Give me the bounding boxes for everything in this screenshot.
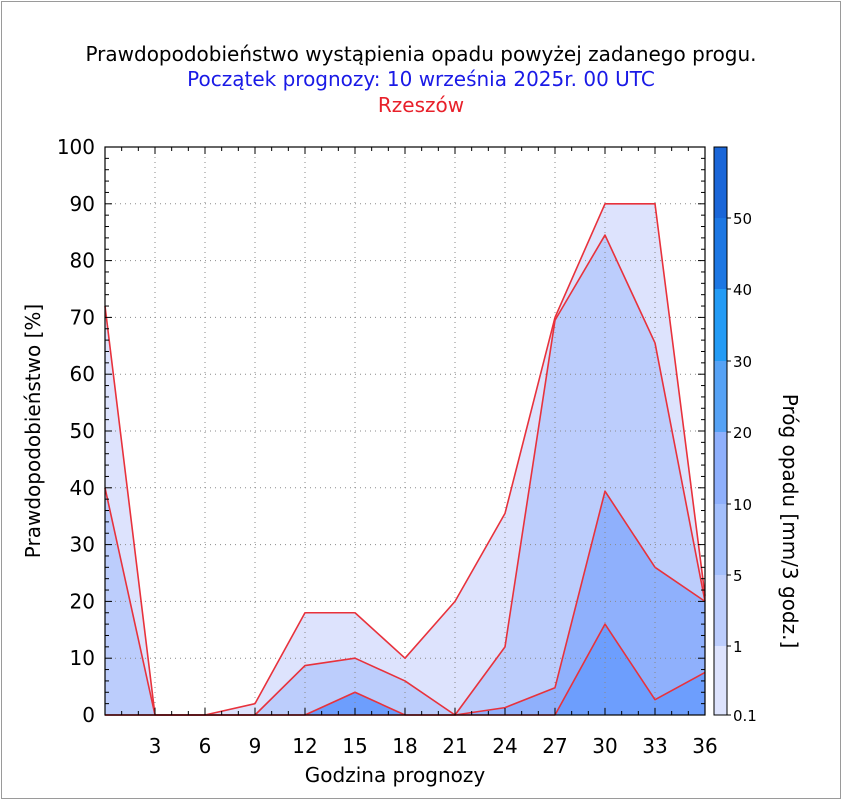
x-tick-label: 33: [642, 734, 667, 758]
y-tick-label: 20: [70, 589, 95, 613]
colorbar-border: [713, 146, 728, 716]
axis-ticks: [104, 146, 706, 716]
x-tick-label: 36: [692, 734, 717, 758]
y-tick-label: 100: [57, 135, 95, 159]
chart-location: Rzeszów: [377, 93, 465, 117]
y-tick-label: 50: [70, 419, 95, 443]
colorbar-band: [714, 361, 727, 432]
colorbar-band: [714, 646, 727, 715]
x-tick-label: 12: [292, 734, 317, 758]
y-tick-label: 0: [82, 703, 95, 727]
y-tick-label: 80: [70, 249, 95, 273]
colorbar-tick-label: 1: [733, 638, 743, 656]
x-tick-label: 30: [592, 734, 617, 758]
colorbar-tick-label: 5: [733, 567, 743, 585]
colorbar-band: [714, 575, 727, 646]
x-tick-label: 24: [492, 734, 517, 758]
colorbar-band: [714, 147, 727, 218]
chart-title: Prawdopodobieństwo wystąpienia opadu pow…: [85, 42, 757, 66]
colorbar-band: [714, 432, 727, 504]
y-tick-label: 10: [70, 646, 95, 670]
x-axis-label: Godzina prognozy: [305, 763, 486, 787]
x-tick-label: 15: [342, 734, 367, 758]
area-threshold-1: [105, 235, 705, 716]
colorbar-tick-label: 10: [733, 496, 752, 514]
x-tick-label: 6: [199, 734, 212, 758]
x-tick-label: 27: [542, 734, 567, 758]
colorbar-band: [714, 504, 727, 575]
x-tick-label: 21: [442, 734, 467, 758]
colorbar-band: [714, 218, 727, 289]
x-tick-label: 18: [392, 734, 417, 758]
colorbar-tick-label: 0.1: [733, 707, 757, 725]
colorbar-label: Próg opadu [mm/3 godz.]: [778, 394, 802, 649]
colorbar-tick-label: 20: [733, 424, 752, 442]
area-threshold-10: [105, 624, 705, 715]
y-axis-label: Prawdopodobieństwo [%]: [21, 304, 45, 558]
y-tick-label: 60: [70, 362, 95, 386]
colorbar: 0.1 1 5 10 20 30 40 50: [713, 146, 757, 725]
x-tick-label: 3: [149, 734, 162, 758]
y-tick-label: 30: [70, 533, 95, 557]
colorbar-tick-label: 50: [733, 210, 752, 228]
y-tick-label: 40: [70, 476, 95, 500]
x-tick-label: 9: [249, 734, 262, 758]
y-tick-label: 90: [70, 192, 95, 216]
y-tick-label: 70: [70, 305, 95, 329]
colorbar-band: [714, 289, 727, 361]
colorbar-tick-label: 30: [733, 353, 752, 371]
colorbar-tick-label: 40: [733, 281, 752, 299]
chart-subtitle: Początek prognozy: 10 września 2025r. 00…: [187, 67, 655, 91]
